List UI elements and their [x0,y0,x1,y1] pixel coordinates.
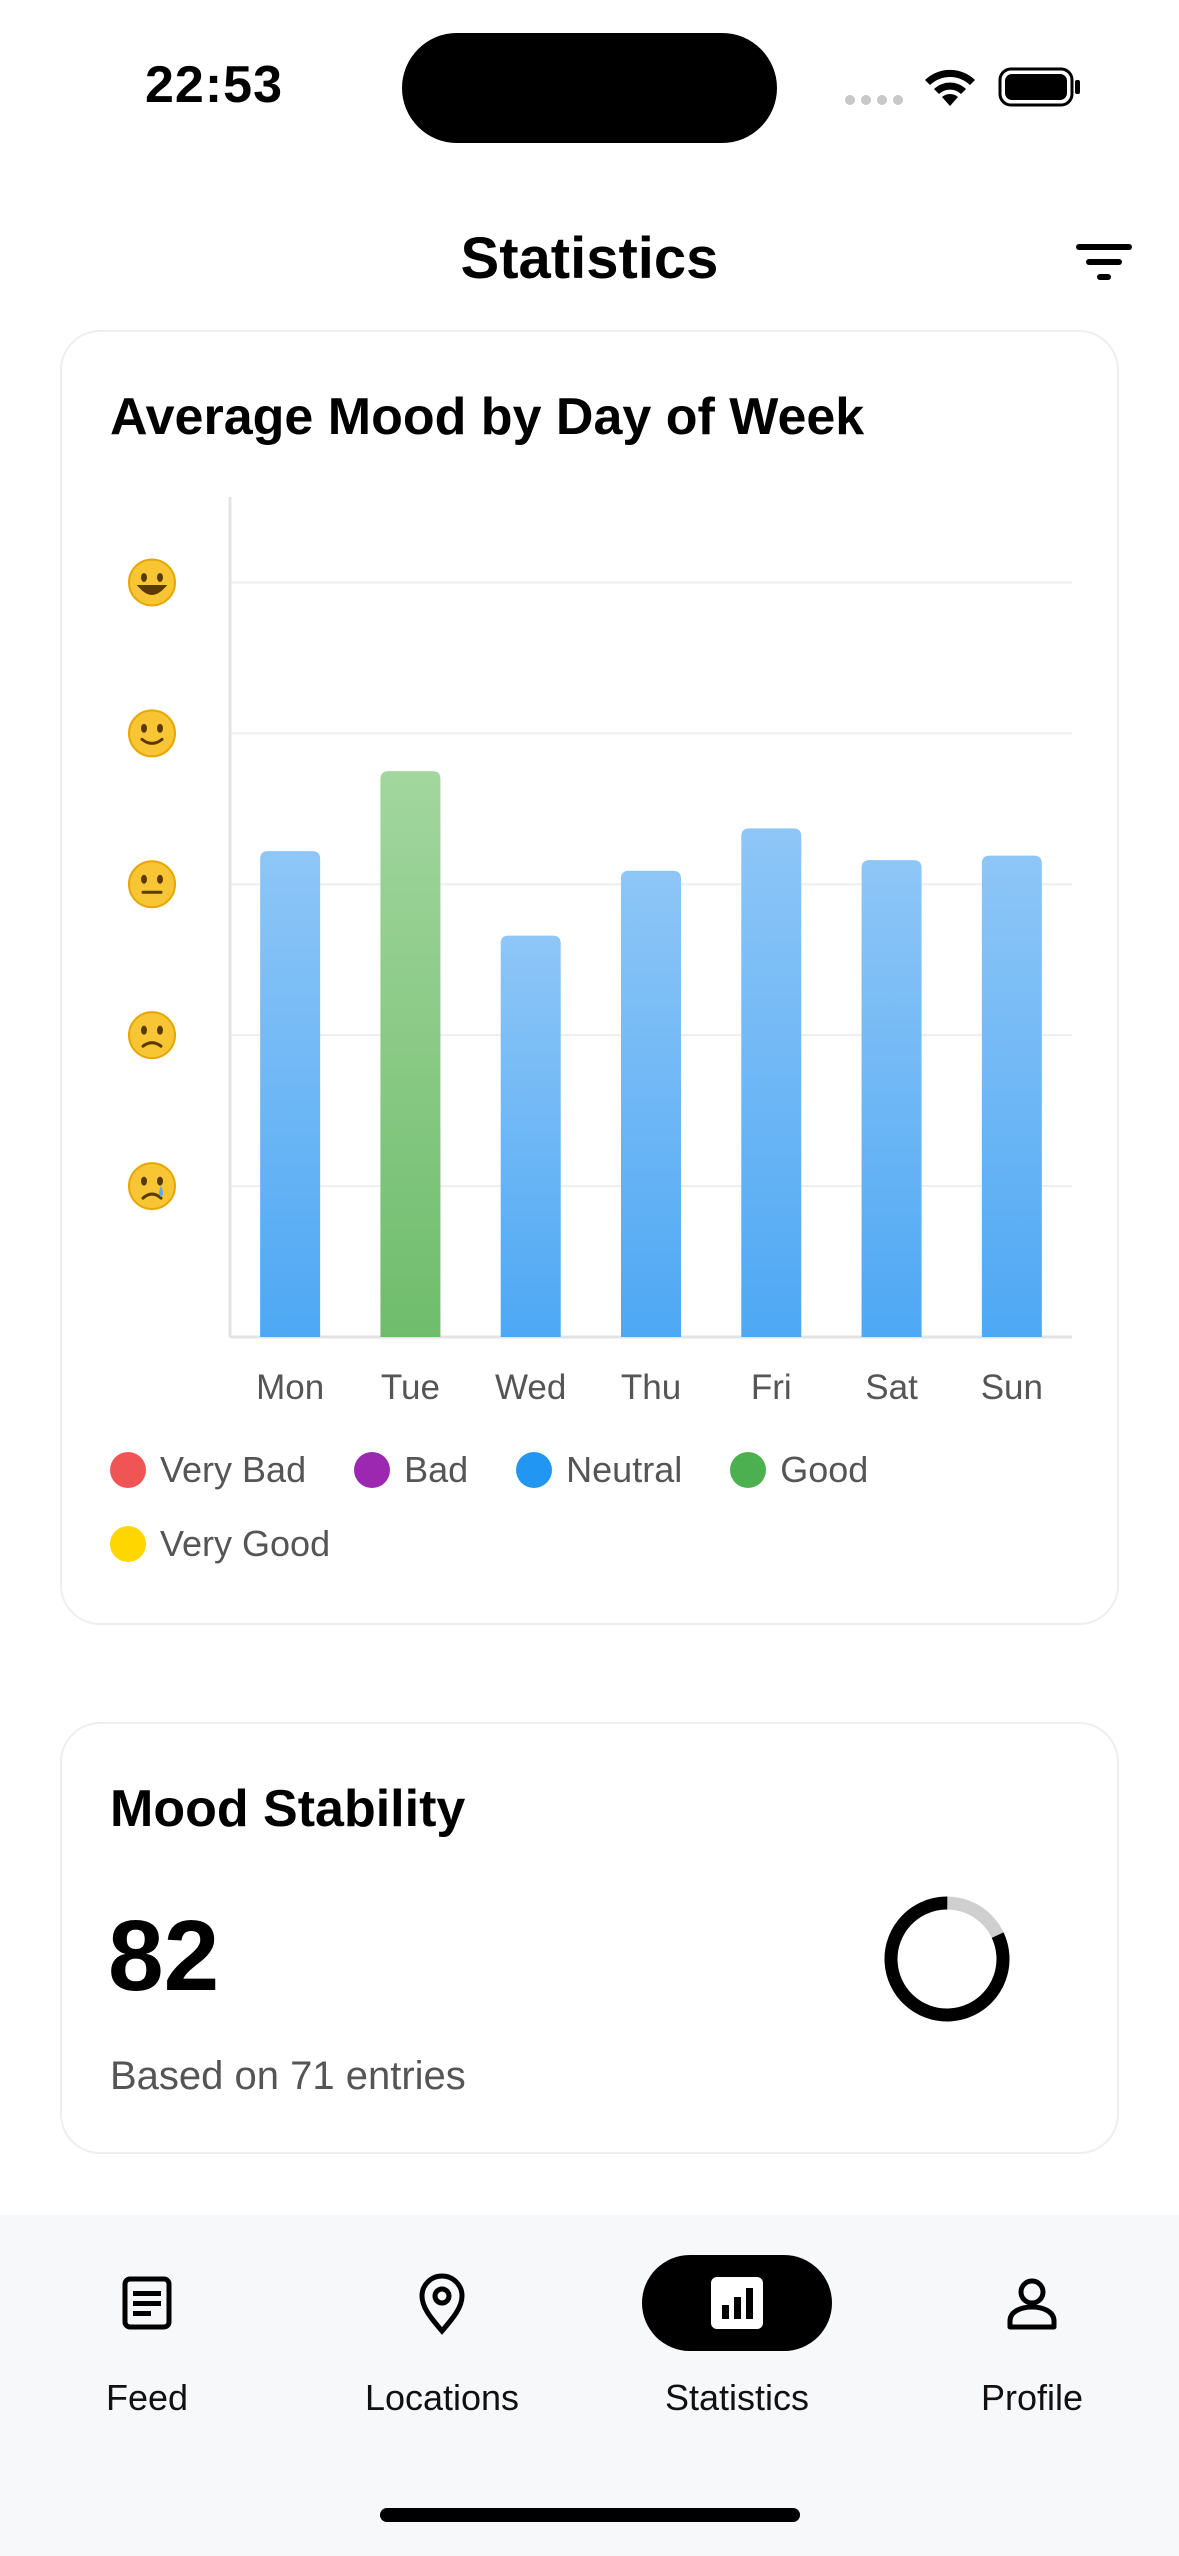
legend-label: Good [780,1449,869,1490]
crying-face-icon [128,1162,176,1211]
slightly-smiling-face-icon [128,709,176,758]
nav-label: Statistics [664,2377,810,2418]
chart-legend: Very Bad Bad Neutral Good Very Good [110,1449,1070,1564]
bar-sun [981,855,1042,1337]
card-title: Average Mood by Day of Week [110,388,865,446]
x-tick-label: Sun [981,1368,1043,1407]
page-title: Statistics [460,226,719,291]
legend-item-bad: Bad [354,1449,469,1490]
cellular-signal-icon [845,95,905,107]
neutral-face-icon [128,860,176,909]
legend-dot [110,1452,146,1488]
mood-by-day-card: Average Mood by Day of Week Mon Tue Wed Thu… [60,330,1119,1625]
x-tick-label: Tue [381,1368,440,1407]
x-tick-label: Thu [621,1368,681,1407]
feed-icon [52,2255,242,2351]
nav-item-feed[interactable]: Feed [22,2255,272,2425]
statistics-icon [642,2255,832,2351]
legend-dot [730,1452,767,1488]
wifi-icon [925,69,975,106]
battery-icon [998,67,1080,107]
nav-label: Locations [364,2377,520,2418]
nav-item-profile[interactable]: Profile [907,2255,1157,2425]
bar-tue [380,771,441,1337]
legend-label: Very Bad [160,1449,307,1490]
stability-subtitle: Based on 71 entries [110,2054,466,2098]
legend-dot [110,1526,146,1562]
bar-mon [260,851,321,1337]
legend-label: Neutral [566,1449,683,1490]
legend-dot [354,1452,391,1488]
status-time: 22:53 [145,56,283,114]
home-indicator [380,2508,800,2522]
profile-icon [937,2255,1127,2351]
bar-wed [500,935,561,1337]
grinning-face-icon [128,558,176,607]
dynamic-island [402,33,777,143]
legend-dot [516,1452,553,1488]
x-tick-label: Sat [865,1368,918,1407]
stability-ring [884,1896,1010,2022]
bottom-navigation: Feed Locations Statistics [0,2215,1179,2556]
bar-thu [621,870,681,1337]
legend-label: Very Good [160,1523,331,1564]
legend-item-very-bad: Very Bad [110,1449,307,1490]
mood-bar-chart: Mon Tue Wed Thu Fri Sat Sun [128,497,1072,1407]
bar-sat [861,860,922,1337]
card-title: Mood Stability [110,1780,466,1838]
location-pin-icon [347,2255,537,2351]
legend-item-neutral: Neutral [516,1449,683,1490]
nav-item-statistics[interactable]: Statistics [612,2255,862,2425]
x-tick-label: Mon [256,1368,324,1407]
legend-item-good: Good [730,1449,869,1490]
legend-label: Bad [404,1449,469,1490]
filter-icon[interactable] [1072,238,1136,286]
stability-score: 82 [108,1900,220,2012]
nav-label: Profile [980,2377,1084,2418]
nav-label: Feed [105,2377,189,2418]
x-tick-label: Wed [495,1368,566,1407]
slightly-frowning-face-icon [128,1011,176,1060]
bar-fri [741,828,802,1337]
nav-item-locations[interactable]: Locations [317,2255,567,2425]
x-tick-label: Fri [751,1368,792,1407]
legend-item-very-good: Very Good [110,1523,331,1564]
mood-stability-card: Mood Stability 82 Based on 71 entries [60,1722,1119,2154]
